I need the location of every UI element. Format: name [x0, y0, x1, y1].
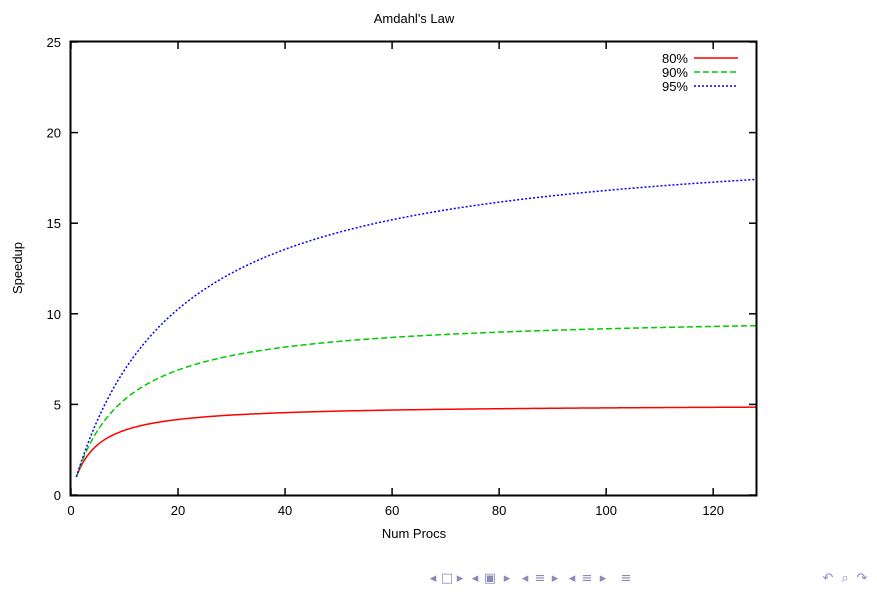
legend-label: 95% — [662, 79, 688, 94]
nav-section-right-icon[interactable]: ▸ — [552, 571, 559, 586]
plot-frame — [69, 40, 758, 497]
nav-frame-left-icon[interactable]: ◂ — [430, 571, 437, 586]
x-tick-label: 60 — [385, 503, 399, 518]
nav-align-icon[interactable]: ≡ — [621, 571, 632, 586]
y-tick-label: 10 — [47, 307, 61, 322]
x-tick-label: 80 — [492, 503, 506, 518]
nav-subsection-icon[interactable]: ▣ — [484, 571, 496, 586]
series-lines — [75, 178, 757, 478]
nav-back-icon[interactable]: ↶ — [823, 571, 834, 586]
y-tick-label: 0 — [54, 488, 61, 503]
y-axis-label: Speedup — [10, 242, 25, 294]
x-tick-label: 0 — [67, 503, 74, 518]
legend-label: 90% — [662, 65, 688, 80]
legend: 80%90%95% — [662, 51, 738, 94]
nav-section-icon[interactable]: ≡ — [535, 571, 546, 586]
chart-title: Amdahl's Law — [374, 11, 455, 26]
series-line-95pct — [75, 178, 757, 478]
nav-doc-icon[interactable]: ≡ — [582, 571, 593, 586]
x-tick-label: 40 — [278, 503, 292, 518]
legend-label: 80% — [662, 51, 688, 66]
x-tick-label: 100 — [595, 503, 617, 518]
x-tick-label: 20 — [171, 503, 185, 518]
nav-subsection-left-icon[interactable]: ◂ — [472, 571, 479, 586]
y-tick-label: 5 — [54, 397, 61, 412]
nav-section-left-icon[interactable]: ◂ — [522, 571, 529, 586]
series-line-90pct — [75, 324, 757, 478]
nav-frame-right-icon[interactable]: ▸ — [457, 571, 464, 586]
axis-ticks: 0 20 40 60 80 100 120 0 5 10 15 20 25 — [47, 35, 756, 518]
nav-frame-icon[interactable]: □ — [441, 571, 453, 586]
nav-doc-right-icon[interactable]: ▸ — [600, 571, 607, 586]
y-tick-label: 20 — [47, 126, 61, 141]
series-line-80pct — [75, 406, 757, 478]
nav-search-icon[interactable]: ⌕ — [841, 571, 848, 586]
y-tick-label: 15 — [47, 216, 61, 231]
y-tick-label: 25 — [47, 35, 61, 50]
nav-doc-left-icon[interactable]: ◂ — [569, 571, 576, 586]
x-axis-label: Num Procs — [382, 526, 447, 541]
x-tick-label: 120 — [702, 503, 724, 518]
nav-subsection-right-icon[interactable]: ▸ — [504, 571, 511, 586]
nav-forward-icon[interactable]: ↷ — [857, 571, 869, 586]
